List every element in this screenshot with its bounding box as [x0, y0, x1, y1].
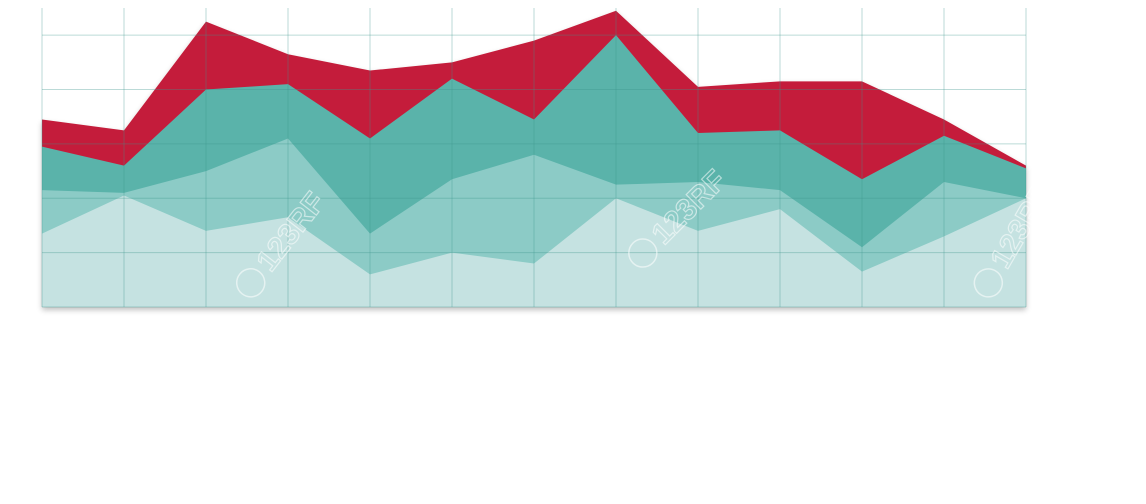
watermark-camera-icon [628, 238, 658, 268]
watermark-camera-icon [235, 268, 266, 298]
watermark-camera-icon [973, 268, 1004, 298]
grid-layer [41, 8, 1027, 308]
area-series-1 [42, 195, 1026, 307]
series-layer [42, 10, 1026, 308]
